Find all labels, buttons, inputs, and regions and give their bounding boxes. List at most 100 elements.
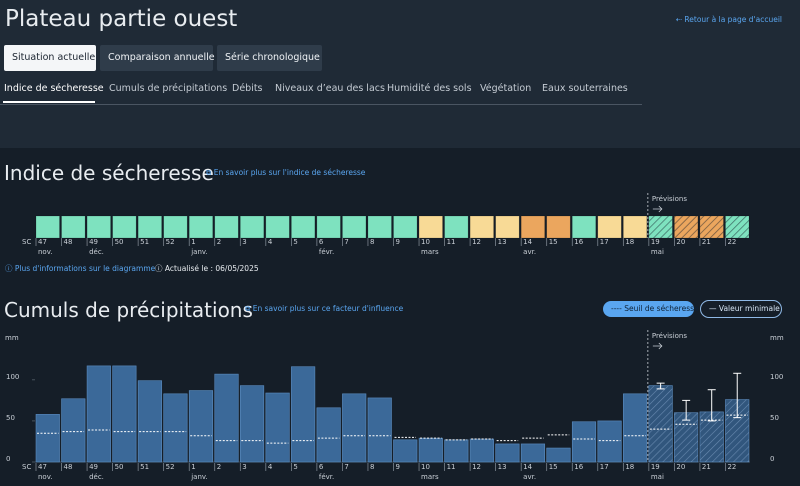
x-tick-label: 10 xyxy=(421,463,430,471)
x-tick-label: 16 xyxy=(574,463,583,471)
x-tick-label: 19 xyxy=(651,238,660,246)
drought-cell xyxy=(316,215,341,239)
y-tick-label-right: 0 xyxy=(770,455,774,463)
x-tick-label: 52 xyxy=(166,238,175,246)
legend-threshold[interactable]: ---- Seuil de sécheresse xyxy=(603,301,699,317)
legend-minimum[interactable]: — Valeur minimale xyxy=(700,300,782,318)
x-tick-label: 5 xyxy=(293,463,297,471)
drought-cell xyxy=(495,215,520,239)
x-tick-label: 48 xyxy=(64,463,73,471)
precipitation-bar xyxy=(265,392,290,463)
header-background xyxy=(0,0,800,148)
external-icon: ⧉ xyxy=(206,168,214,177)
back-link-text[interactable]: Retour à la page d'accueil xyxy=(684,15,782,24)
drought-cell xyxy=(444,215,469,239)
view-tab[interactable]: Situation actuelle xyxy=(4,45,96,71)
x-tick-label: 18 xyxy=(625,238,634,246)
x-tick-label: 22 xyxy=(727,238,736,246)
topic-tab[interactable]: Débits xyxy=(232,83,263,94)
update-label: Actualisé le : xyxy=(164,264,213,273)
x-tick-label: 17 xyxy=(600,463,609,471)
precipitation-bar xyxy=(520,443,546,463)
x-tick-label: 8 xyxy=(370,463,374,471)
learn-more-link[interactable]: ⧉ En savoir plus sur ce facteur d'influe… xyxy=(245,304,403,314)
x-tick-label: 8 xyxy=(370,238,374,246)
external-icon: ⧉ xyxy=(245,304,253,313)
x-tick-label: 13 xyxy=(498,463,507,471)
precipitation-bar xyxy=(61,398,86,463)
precipitation-bar xyxy=(291,366,316,463)
month-label: janv. xyxy=(190,473,208,481)
learn-more-text[interactable]: En savoir plus sur l'indice de sécheress… xyxy=(213,168,366,177)
month-label: avr. xyxy=(523,473,536,481)
learn-more-text[interactable]: En savoir plus sur ce facteur d'influenc… xyxy=(252,304,404,313)
x-tick-label: 52 xyxy=(166,463,175,471)
x-tick-label: 11 xyxy=(447,238,456,246)
more-info-text[interactable]: Plus d'informations sur le diagramme xyxy=(14,264,156,273)
drought-cell xyxy=(520,215,546,239)
drought-cell xyxy=(163,215,188,239)
x-tick-label: 20 xyxy=(676,238,685,246)
precipitation-bar xyxy=(367,397,392,463)
precipitation-bar xyxy=(342,393,367,463)
topic-tab[interactable]: Végétation xyxy=(480,83,532,94)
precipitation-bar xyxy=(35,414,60,463)
forecast-arrow xyxy=(652,205,663,213)
x-tick-label: 50 xyxy=(115,238,124,246)
x-tick-label: 47 xyxy=(38,463,47,471)
x-tick-label: 12 xyxy=(472,463,481,471)
view-tab[interactable]: Série chronologique xyxy=(217,45,322,71)
back-link[interactable]: ⇠ Retour à la page d'accueil xyxy=(676,15,782,24)
section-title: Cumuls de précipitations xyxy=(4,298,253,322)
forecast-label: Prévisions xyxy=(652,195,688,203)
forecast-arrow xyxy=(652,342,663,350)
month-label: févr. xyxy=(319,248,334,256)
precipitation-bar xyxy=(623,393,648,463)
drought-cell xyxy=(469,215,494,239)
y-tick-label-right: 100 xyxy=(770,373,783,381)
y-tick-label: 100 xyxy=(6,373,19,381)
x-tick-label: 12 xyxy=(472,238,481,246)
x-tick-label: 9 xyxy=(396,463,400,471)
x-tick-label: 49 xyxy=(89,238,98,246)
topic-tab[interactable]: Indice de sécheresse xyxy=(4,83,104,94)
drought-cell xyxy=(86,215,111,239)
topic-tab[interactable]: Cumuls de précipitations xyxy=(109,83,228,94)
x-tick-label: 4 xyxy=(268,463,273,471)
x-tick-label: 22 xyxy=(727,463,736,471)
x-tick-label: 19 xyxy=(651,463,660,471)
drought-cell xyxy=(597,215,622,239)
x-tick-label: 1 xyxy=(191,238,195,246)
x-tick-label: 48 xyxy=(64,238,73,246)
x-tick-label: 3 xyxy=(242,238,246,246)
y-tick-label: 50 xyxy=(6,414,15,422)
topic-tab[interactable]: Humidité des sols xyxy=(387,83,472,94)
precipitation-bar xyxy=(597,420,622,463)
x-tick-label: 1 xyxy=(191,463,195,471)
legend-label[interactable]: Seuil de sécheresse xyxy=(624,304,699,313)
topic-tab[interactable]: Eaux souterraines xyxy=(542,83,628,94)
legend-label[interactable]: Valeur minimale xyxy=(718,304,780,313)
forecast-hatch xyxy=(725,216,749,238)
learn-more-link[interactable]: ⧉ En savoir plus sur l'indice de séchere… xyxy=(206,168,365,178)
drought-cell xyxy=(393,215,418,239)
legend-line-icon: — xyxy=(709,304,719,313)
update-date: 06/05/2025 xyxy=(215,264,259,273)
forecast-hatch xyxy=(699,411,724,462)
x-tick-label: 9 xyxy=(396,238,400,246)
precipitation-bar xyxy=(469,438,494,463)
x-tick-label: 2 xyxy=(217,238,221,246)
x-axis-label: SC xyxy=(22,463,31,471)
topic-tab[interactable]: Niveaux d’eau des lacs xyxy=(275,83,385,94)
month-label: mai xyxy=(651,473,664,481)
x-tick-label: 7 xyxy=(344,463,348,471)
more-info-link[interactable]: ⓘ Plus d'informations sur le diagramme xyxy=(5,263,155,274)
month-label: mai xyxy=(651,248,664,256)
month-label: déc. xyxy=(89,473,104,481)
forecast-label: Prévisions xyxy=(652,332,688,340)
forecast-hatch xyxy=(648,385,673,462)
month-label: févr. xyxy=(319,473,334,481)
view-tab[interactable]: Comparaison annuelle xyxy=(100,45,215,71)
